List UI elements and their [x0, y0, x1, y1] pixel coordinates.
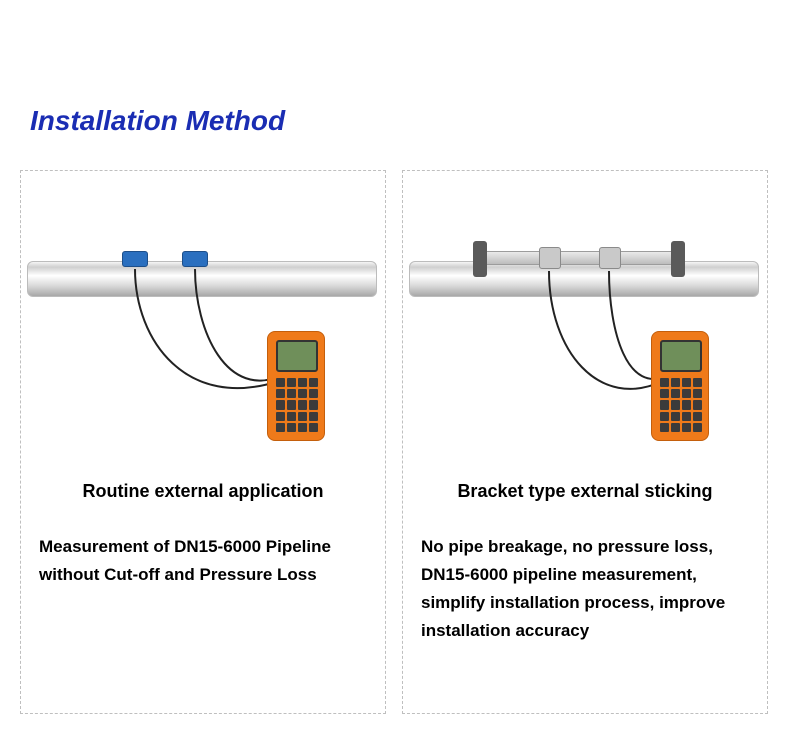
illustration-bracket — [409, 261, 759, 441]
flowmeter-keypad-icon — [660, 378, 702, 432]
panel-subtitle: Routine external application — [41, 481, 365, 502]
flowmeter-icon — [651, 331, 709, 441]
flowmeter-screen-icon — [276, 340, 318, 372]
panels-row: Routine external application Measurement… — [20, 170, 768, 714]
page-title: Installation Method — [30, 105, 285, 137]
flowmeter-keypad-icon — [276, 378, 318, 432]
illustration-routine — [27, 261, 377, 441]
panel-subtitle: Bracket type external sticking — [423, 481, 747, 502]
panel-description: No pipe breakage, no pressure loss, DN15… — [421, 533, 753, 645]
panel-routine: Routine external application Measurement… — [20, 170, 386, 714]
panel-bracket: Bracket type external sticking No pipe b… — [402, 170, 768, 714]
flowmeter-screen-icon — [660, 340, 702, 372]
panel-description: Measurement of DN15-6000 Pipeline withou… — [39, 533, 371, 589]
flowmeter-icon — [267, 331, 325, 441]
